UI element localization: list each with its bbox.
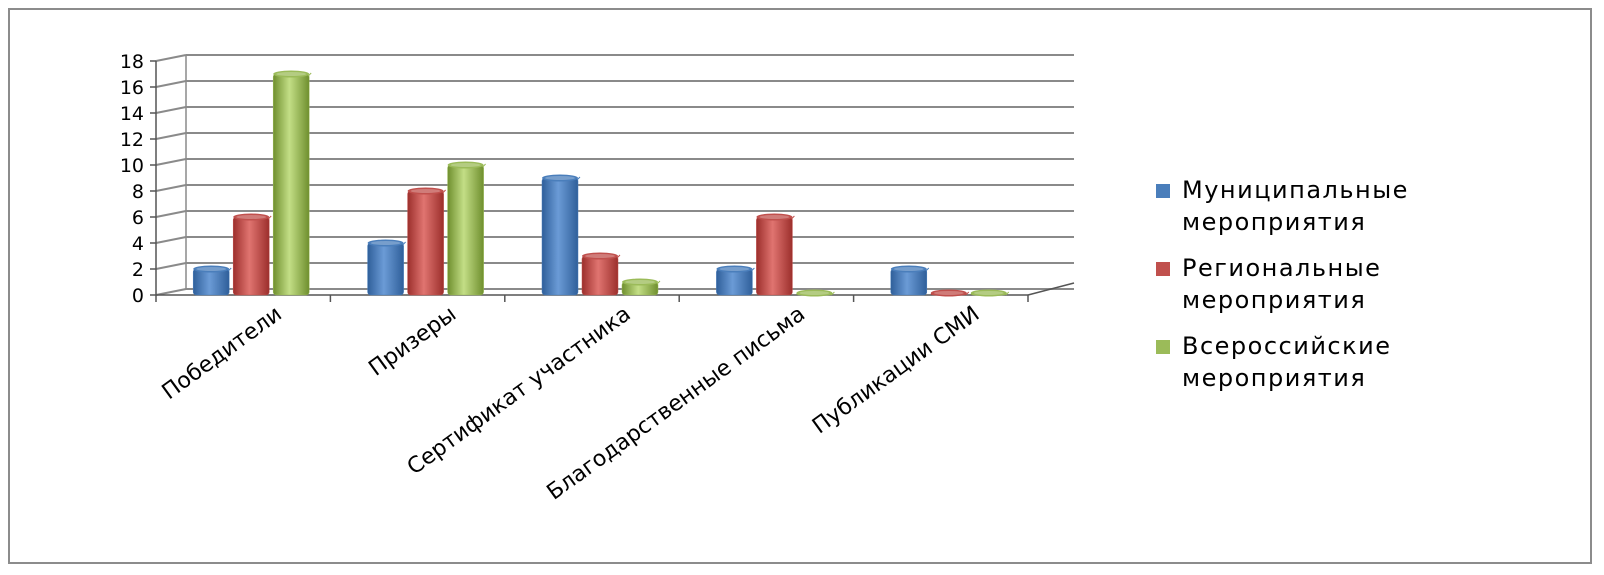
legend-swatch	[1156, 262, 1170, 276]
legend-item: Всероссийские мероприятия	[1156, 332, 1391, 392]
category-label: Призеры	[364, 302, 461, 382]
legend-item: Муниципальные мероприятия	[1156, 176, 1409, 236]
gridline-diag	[155, 288, 187, 296]
bar	[367, 239, 406, 296]
y-tick-label: 4	[132, 233, 144, 255]
legend-item: Региональные мероприятия	[1156, 254, 1381, 314]
legend-swatch	[1156, 340, 1170, 354]
legend: Муниципальные мероприятия Региональные меро…	[1156, 176, 1409, 392]
y-tick-label: 12	[120, 129, 144, 151]
gridlines	[155, 54, 1074, 296]
gridline-diag	[155, 54, 187, 62]
category-label: Публикации СМИ	[808, 302, 984, 440]
legend-label: Всероссийские мероприятия	[1182, 332, 1391, 392]
legend-label: Муниципальные мероприятия	[1182, 176, 1409, 236]
category-label: Победители	[158, 302, 287, 405]
gridline-diag	[155, 106, 187, 114]
bar	[890, 265, 930, 296]
y-tick-label: 14	[120, 103, 144, 125]
y-tick-labels: 0 2 4 6 8 10 12 14 16 18	[120, 51, 144, 307]
bar	[716, 265, 755, 296]
bar	[232, 213, 272, 296]
legend-swatch	[1156, 184, 1170, 198]
bar	[541, 174, 581, 296]
bar	[272, 70, 312, 296]
bar	[621, 278, 661, 296]
y-tick-label: 0	[132, 285, 144, 307]
bar	[192, 265, 232, 296]
bar	[970, 289, 1010, 297]
bar	[581, 252, 621, 296]
gridline-diag	[155, 236, 187, 244]
bar	[756, 213, 795, 296]
floor-edge	[1027, 282, 1075, 296]
bar	[447, 161, 486, 296]
y-tick-label: 16	[120, 77, 144, 99]
chart-frame: 0 2 4 6 8 10 12 14 16 18 Победители Призеры Сертифи…	[8, 8, 1592, 564]
y-tick-label: 8	[132, 181, 144, 203]
legend-label: Региональные мероприятия	[1182, 254, 1381, 314]
y-tick-label: 6	[132, 207, 144, 229]
bars	[192, 70, 1010, 297]
bar	[930, 289, 970, 297]
gridline-diag	[155, 184, 187, 192]
y-tick-label: 18	[120, 51, 144, 73]
gridline-diag	[155, 210, 187, 218]
gridline-diag	[155, 80, 187, 88]
bar	[796, 289, 835, 297]
bar	[407, 187, 446, 296]
gridline-diag	[155, 132, 187, 140]
gridline-diag	[155, 158, 187, 166]
y-tick-label: 2	[132, 259, 144, 281]
gridline-diag	[155, 262, 187, 270]
y-tick-label: 10	[120, 155, 144, 177]
